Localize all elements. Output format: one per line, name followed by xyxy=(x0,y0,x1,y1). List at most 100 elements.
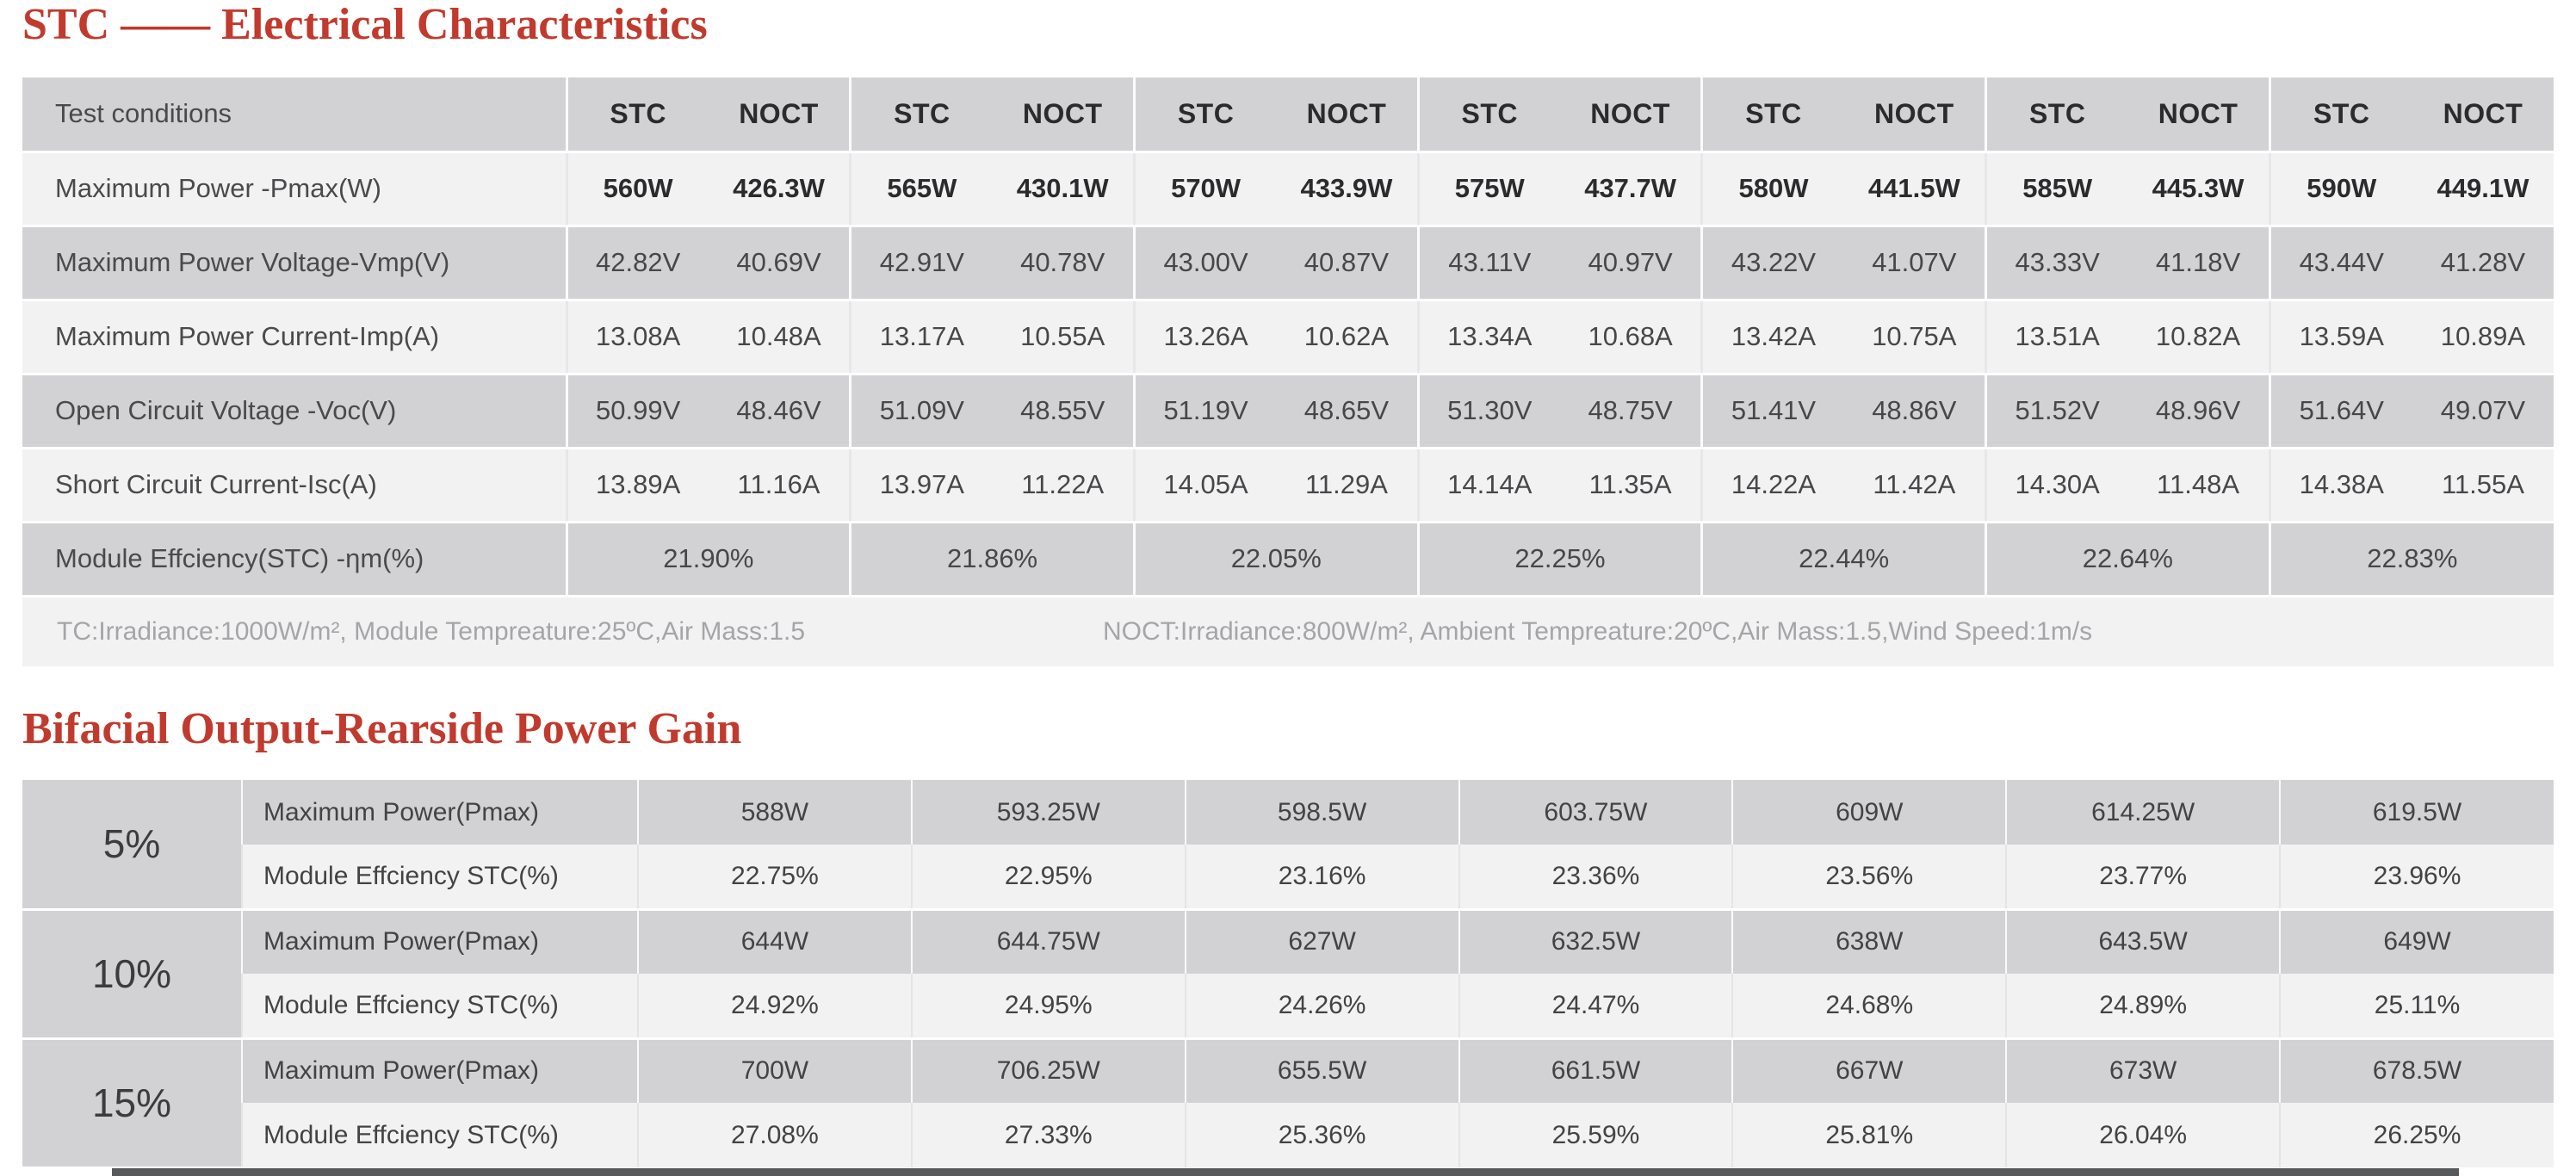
noct-value: 10.68A xyxy=(1588,321,1673,351)
pmax-value: 643.5W xyxy=(2005,907,2281,974)
noct-value: 11.16A xyxy=(737,469,820,499)
stc-column-header: STC xyxy=(894,97,951,129)
gain-percentage: 10% xyxy=(22,907,242,1040)
noct-column-header: NOCT xyxy=(1022,97,1103,129)
noct-value: 445.3W xyxy=(2152,173,2245,203)
stc-value: 13.08A xyxy=(596,321,681,351)
electrical-data-row: Maximum Power -Pmax(W) 560W 426.3W 565W 430.… xyxy=(22,152,2554,227)
noct-value: 41.07V xyxy=(1872,247,1957,277)
value-pair-cell: 14.30A 11.48A xyxy=(1985,448,2270,523)
bifacial-efficiency-row: Module Effciency STC(%) 24.92% 24.95% 24.26… xyxy=(22,974,2554,1038)
value-pair-cell: 43.11V 40.97V xyxy=(1416,226,1702,301)
noct-column-header: NOCT xyxy=(1590,97,1670,129)
efficiency-value: 25.81% xyxy=(1731,1103,2007,1167)
noct-value: 11.29A xyxy=(1304,469,1388,499)
value-pair-cell: 13.97A 11.22A xyxy=(849,448,1135,523)
pmax-value: 673W xyxy=(2005,1037,2281,1103)
stc-column-header: STC xyxy=(610,97,666,129)
value-pair-cell: 51.19V 48.65V xyxy=(1132,374,1419,449)
stc-value: 590W xyxy=(2307,173,2377,203)
efficiency-value: 26.04% xyxy=(2005,1103,2281,1167)
efficiency-value: 23.36% xyxy=(1458,845,1733,909)
efficiency-value: 22.05% xyxy=(1132,522,1419,597)
efficiency-value: 27.08% xyxy=(637,1103,912,1167)
stc-noct-header-group: STC NOCT xyxy=(1700,77,1986,153)
stc-value: 14.30A xyxy=(2015,469,2100,499)
value-pair-cell: 43.33V 41.18V xyxy=(1985,226,2270,301)
stc-value: 14.05A xyxy=(1163,469,1248,499)
electrical-data-row: Maximum Power Voltage-Vmp(V) 42.82V 40.69V… xyxy=(22,226,2554,301)
noct-value: 49.07V xyxy=(2440,395,2526,425)
pmax-value: 588W xyxy=(637,780,912,845)
stc-value: 51.19V xyxy=(1163,395,1248,425)
value-pair-cell: 13.42A 10.75A xyxy=(1700,300,1986,375)
stc-value: 50.99V xyxy=(596,395,681,425)
efficiency-value: 26.25% xyxy=(2279,1103,2554,1167)
efficiency-value: 22.75% xyxy=(637,845,912,909)
noct-value: 40.87V xyxy=(1303,247,1390,277)
noct-value: 11.55A xyxy=(2441,469,2524,499)
efficiency-value: 22.25% xyxy=(1416,522,1702,597)
row-label: Module Effciency(STC) -ηm(%) xyxy=(22,522,567,597)
stc-value: 13.97A xyxy=(879,469,964,499)
pmax-value: 614.25W xyxy=(2005,780,2281,845)
value-pair-cell: 42.82V 40.69V xyxy=(565,226,851,301)
footnote-cell: TC:Irradiance:1000W/m², Module Tempreatu… xyxy=(22,596,2554,666)
electrical-data-row: Open Circuit Voltage -Voc(V) 50.99V 48.46V… xyxy=(22,374,2554,449)
noct-column-header: NOCT xyxy=(1874,97,1954,129)
value-pair-cell: 565W 430.1W xyxy=(849,152,1135,227)
efficiency-value: 21.90% xyxy=(565,522,851,597)
stc-conditions-note: TC:Irradiance:1000W/m², Module Tempreatu… xyxy=(57,616,806,646)
pmax-value: 644W xyxy=(637,907,912,974)
noct-value: 48.65V xyxy=(1303,395,1390,425)
stc-column-header: STC xyxy=(1177,97,1235,129)
efficiency-value: 23.77% xyxy=(2005,845,2281,909)
row-label: Maximum Power(Pmax) xyxy=(241,1037,638,1103)
efficiency-value: 27.33% xyxy=(910,1103,1186,1167)
pmax-value: 667W xyxy=(1731,1037,2007,1103)
efficiency-value: 22.83% xyxy=(2268,522,2554,597)
noct-value: 40.78V xyxy=(1020,247,1105,277)
value-pair-cell: 51.09V 48.55V xyxy=(849,374,1135,449)
value-pair-cell: 575W 437.7W xyxy=(1416,152,1702,227)
stc-value: 13.89A xyxy=(596,469,681,499)
efficiency-value: 25.11% xyxy=(2279,974,2554,1038)
electrical-data-row: Short Circuit Current-Isc(A) 13.89A 11.16A… xyxy=(22,448,2554,523)
row-label: Short Circuit Current-Isc(A) xyxy=(22,448,567,523)
value-pair-cell: 43.22V 41.07V xyxy=(1700,226,1986,301)
noct-value: 10.82A xyxy=(2155,321,2241,351)
noct-value: 441.5W xyxy=(1867,173,1960,203)
value-pair-cell: 14.05A 11.29A xyxy=(1132,448,1419,523)
value-pair-cell: 570W 433.9W xyxy=(1132,152,1419,227)
efficiency-value: 24.47% xyxy=(1458,974,1733,1038)
bifacial-pmax-row: 15% Maximum Power(Pmax) 700W 706.25W 655.5W 6… xyxy=(22,1037,2554,1169)
efficiency-value: 24.89% xyxy=(2005,974,2281,1038)
pmax-value: 706.25W xyxy=(910,1037,1186,1103)
noct-column-header: NOCT xyxy=(1306,97,1387,129)
stc-column-header: STC xyxy=(1745,97,1802,129)
efficiency-value: 25.59% xyxy=(1458,1103,1733,1167)
bifacial-efficiency-row: Module Effciency STC(%) 27.08% 27.33% 25.36… xyxy=(22,1103,2554,1167)
noct-value: 11.22A xyxy=(1021,469,1105,499)
stc-value: 13.34A xyxy=(1447,321,1533,351)
noct-value: 41.18V xyxy=(2155,247,2241,277)
noct-value: 10.55A xyxy=(1020,321,1105,351)
bifacial-pmax-row: 10% Maximum Power(Pmax) 644W 644.75W 627W 632… xyxy=(22,907,2554,1040)
stc-value: 51.64V xyxy=(2299,395,2384,425)
stc-value: 51.09V xyxy=(879,395,964,425)
noct-value: 433.9W xyxy=(1300,173,1393,203)
stc-value: 43.22V xyxy=(1731,247,1817,277)
noct-column-header: NOCT xyxy=(2158,97,2239,129)
pmax-value: 627W xyxy=(1184,907,1459,974)
value-pair-cell: 51.41V 48.86V xyxy=(1700,374,1986,449)
efficiency-value: 22.64% xyxy=(1985,522,2270,597)
section-title-bifacial-power-gain: Bifacial Output-Rearside Power Gain xyxy=(22,704,742,753)
stc-noct-header-group: STC NOCT xyxy=(849,77,1135,153)
stc-value: 51.52V xyxy=(2015,395,2100,425)
noct-value: 40.97V xyxy=(1588,247,1673,277)
noct-value: 10.48A xyxy=(736,321,821,351)
electrical-data-row: Maximum Power Current-Imp(A) 13.08A 10.48A… xyxy=(22,300,2554,375)
pmax-value: 609W xyxy=(1731,780,2007,845)
stc-value: 565W xyxy=(887,173,957,203)
electrical-characteristics-table: Test conditions STC NOCT STC NOCT STC NOCT STC N… xyxy=(22,77,2554,666)
